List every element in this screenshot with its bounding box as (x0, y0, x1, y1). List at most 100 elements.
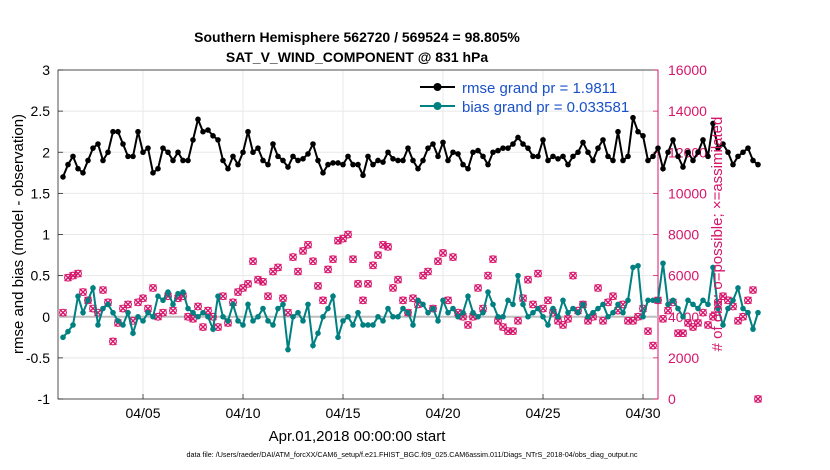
obs-marker (299, 247, 307, 255)
data-point-bias (155, 293, 161, 299)
obs-possible-marker (644, 327, 652, 336)
obs-possible-marker (529, 300, 537, 309)
obs-assimilated-marker (564, 314, 572, 323)
obs-possible-marker (234, 288, 242, 297)
obs-marker (489, 255, 497, 264)
obs-assimilated-marker (509, 327, 517, 336)
data-point-bias (460, 309, 466, 316)
data-point-rmse (555, 156, 561, 162)
data-point-bias (305, 301, 311, 308)
data-point-rmse (350, 161, 356, 168)
data-point-bias (435, 318, 441, 324)
data-point-rmse (360, 172, 366, 179)
data-point-rmse (645, 157, 651, 164)
data-point-bias (200, 309, 206, 316)
data-point-bias (740, 305, 746, 312)
data-point-rmse (155, 165, 161, 172)
data-point-rmse (460, 161, 466, 168)
data-point-bias (750, 326, 756, 332)
obs-assimilated-marker (514, 316, 522, 325)
data-point-bias (430, 305, 436, 312)
data-point-bias (60, 334, 66, 341)
data-point-bias (705, 301, 711, 308)
data-point-bias (545, 322, 551, 328)
obs-possible-marker (749, 286, 757, 294)
obs-possible-marker (304, 240, 312, 249)
obs-marker (249, 257, 257, 266)
obs-assimilated-marker (294, 267, 302, 276)
data-point-bias (375, 313, 381, 320)
obs-possible-marker (659, 314, 667, 323)
obs-marker (314, 281, 322, 290)
obs-marker (649, 341, 657, 350)
data-point-rmse (70, 153, 76, 160)
data-point-bias (720, 322, 726, 328)
obs-possible-marker (534, 269, 542, 278)
data-point-rmse (340, 161, 346, 168)
data-point-bias (95, 322, 101, 328)
y2-tick-label: 6000 (668, 268, 699, 284)
obs-assimilated-marker (384, 242, 392, 251)
y2-tick-label: 8000 (668, 227, 699, 243)
obs-assimilated-marker (344, 230, 352, 239)
data-point-bias (735, 285, 741, 291)
obs-assimilated-marker (569, 271, 577, 280)
obs-possible-marker (134, 298, 142, 307)
data-point-bias (70, 322, 76, 328)
obs-marker (364, 279, 372, 288)
obs-assimilated-marker (444, 296, 452, 305)
data-point-bias (205, 313, 211, 320)
obs-marker (274, 263, 282, 272)
data-point-rmse (240, 149, 246, 156)
data-point-rmse (755, 161, 761, 168)
obs-marker (124, 300, 132, 309)
data-point-rmse (725, 149, 731, 156)
data-point-rmse (445, 157, 451, 164)
obs-possible-marker (674, 329, 682, 338)
data-point-bias (395, 313, 401, 320)
data-point-rmse (700, 137, 706, 143)
obs-marker (679, 329, 687, 338)
y2-tick-label: 14000 (668, 103, 707, 119)
obs-possible-marker (324, 265, 332, 274)
obs-possible-marker (649, 341, 657, 350)
y2-tick-label: 0 (668, 391, 676, 407)
obs-assimilated-marker (544, 296, 552, 305)
obs-marker (79, 288, 87, 297)
data-point-rmse (195, 116, 201, 123)
data-point-bias (755, 309, 761, 316)
obs-marker (439, 249, 447, 257)
obs-marker (514, 316, 522, 325)
obs-assimilated-marker (644, 327, 652, 336)
obs-assimilated-marker (274, 263, 282, 272)
obs-possible-marker (499, 323, 507, 331)
obs-marker (344, 230, 352, 239)
data-point-bias (410, 322, 416, 328)
data-point-rmse (425, 145, 431, 151)
obs-possible-marker (419, 271, 427, 280)
obs-marker (324, 265, 332, 274)
data-point-bias (525, 313, 531, 320)
obs-possible-marker (239, 284, 247, 292)
obs-assimilated-marker (124, 300, 132, 309)
obs-marker (384, 242, 392, 251)
obs-marker (109, 337, 117, 346)
obs-possible-marker (159, 308, 167, 317)
obs-possible-marker (739, 312, 747, 321)
data-point-rmse (515, 134, 521, 141)
obs-possible-marker (429, 304, 437, 313)
data-point-rmse (630, 114, 636, 121)
data-point-bias (385, 305, 391, 312)
data-point-bias (605, 313, 611, 320)
data-point-bias (220, 313, 226, 320)
obs-possible-marker (434, 257, 442, 266)
data-point-bias (700, 297, 706, 304)
obs-assimilated-marker (559, 321, 567, 329)
data-point-rmse (80, 170, 86, 176)
data-point-rmse (140, 149, 146, 156)
data-point-rmse (470, 149, 476, 156)
data-point-rmse (730, 161, 736, 168)
obs-assimilated-marker (694, 319, 702, 327)
x-tick-label: 04/05 (125, 405, 160, 421)
obs-assimilated-marker (594, 284, 602, 292)
